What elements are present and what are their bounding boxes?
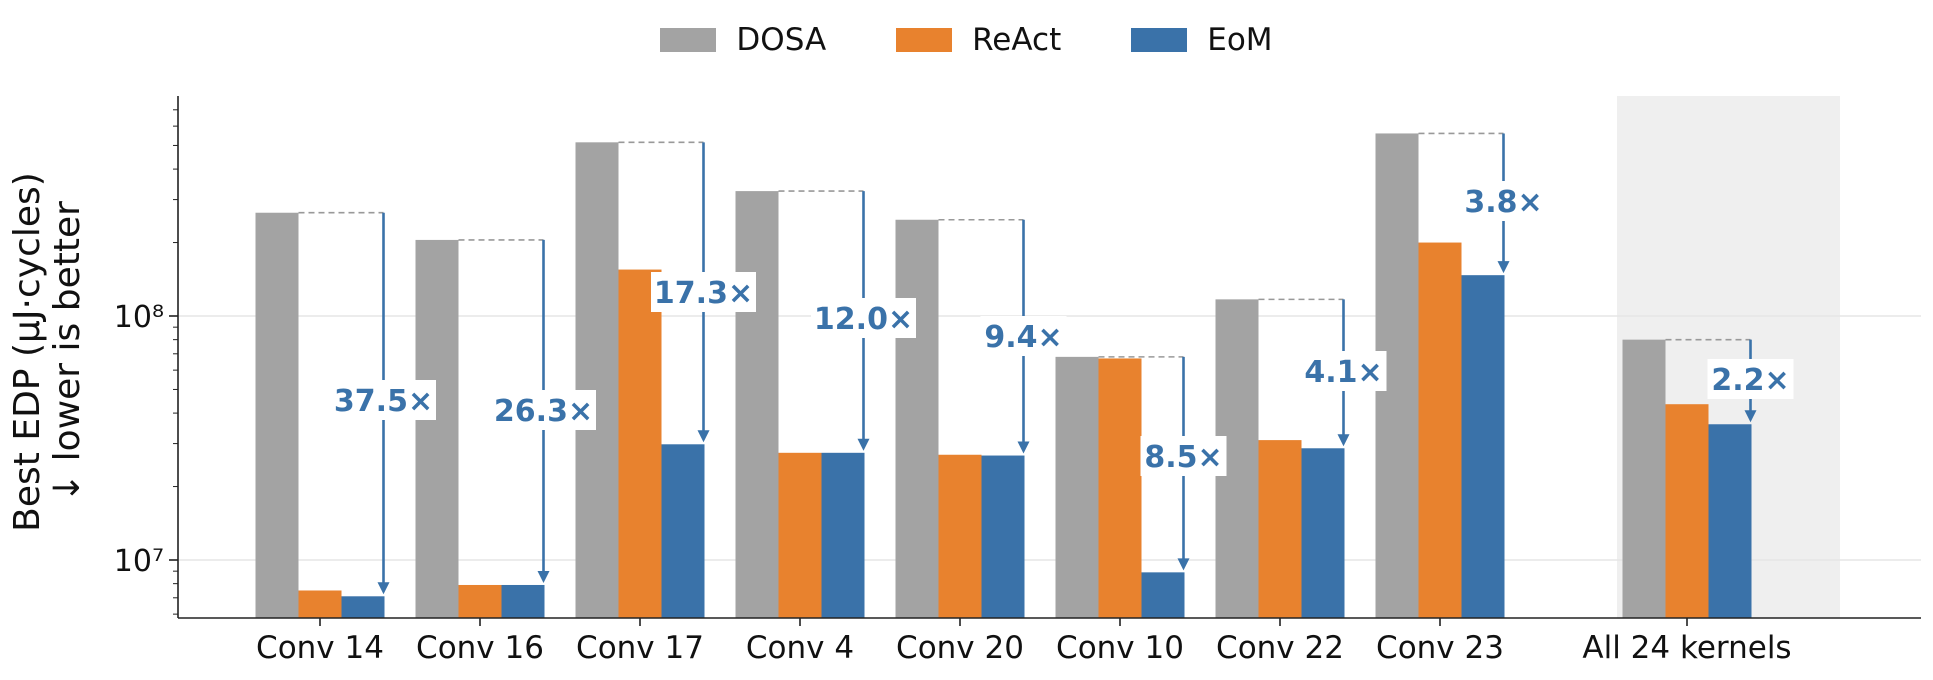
bar-eom-5 bbox=[1141, 572, 1185, 618]
bar-eom-7 bbox=[1461, 275, 1505, 618]
bar-dosa-4 bbox=[895, 219, 939, 618]
bar-dosa-2 bbox=[575, 142, 619, 618]
annotation-label-5: 8.5× bbox=[1144, 440, 1222, 475]
x-tick-label-8: All 24 kernels bbox=[1582, 630, 1791, 666]
annotation-label-4: 9.4× bbox=[984, 320, 1062, 355]
x-tick-label-1: Conv 16 bbox=[416, 630, 544, 666]
annotation-label-2: 17.3× bbox=[654, 276, 753, 311]
legend-item-dosa: DOSA bbox=[660, 22, 826, 58]
bar-eom-4 bbox=[981, 455, 1025, 618]
arrow-head-6 bbox=[1337, 434, 1350, 447]
arrow-head-5 bbox=[1177, 558, 1190, 571]
x-tick-label-3: Conv 4 bbox=[746, 630, 854, 666]
bar-dosa-3 bbox=[735, 191, 779, 618]
bar-eom-8 bbox=[1708, 424, 1752, 618]
bar-react-5 bbox=[1098, 358, 1142, 618]
bar-dosa-1 bbox=[415, 239, 459, 618]
y-tick-label-0: 10⁸ bbox=[114, 300, 164, 335]
bar-react-4 bbox=[938, 454, 982, 618]
x-tick-label-7: Conv 23 bbox=[1376, 630, 1504, 666]
annotation-label-7: 3.8× bbox=[1464, 185, 1542, 220]
bar-eom-2 bbox=[661, 444, 705, 618]
legend: DOSA ReAct EoM bbox=[0, 22, 1933, 58]
annotation-bg-6 bbox=[1300, 351, 1387, 391]
annotation-label-1: 26.3× bbox=[494, 394, 593, 429]
bar-eom-1 bbox=[501, 584, 545, 618]
legend-label-eom: EoM bbox=[1207, 22, 1273, 58]
annotation-label-8: 2.2× bbox=[1711, 363, 1789, 398]
arrow-head-1 bbox=[537, 570, 550, 583]
bar-react-1 bbox=[458, 584, 502, 618]
bar-eom-0 bbox=[341, 596, 385, 618]
legend-item-eom: EoM bbox=[1131, 22, 1273, 58]
annotation-label-3: 12.0× bbox=[814, 302, 913, 337]
x-tick-label-5: Conv 10 bbox=[1056, 630, 1184, 666]
arrow-head-4 bbox=[1017, 441, 1030, 454]
legend-label-react: ReAct bbox=[972, 22, 1062, 58]
y-tick-label-1: 10⁷ bbox=[114, 544, 164, 579]
annotation-bg-2 bbox=[651, 272, 756, 312]
x-tick-label-2: Conv 17 bbox=[576, 630, 704, 666]
legend-label-dosa: DOSA bbox=[736, 22, 827, 58]
bar-react-8 bbox=[1665, 404, 1709, 618]
annotation-bg-1 bbox=[491, 390, 596, 430]
annotation-bg-4 bbox=[980, 316, 1067, 356]
bar-react-0 bbox=[298, 590, 342, 618]
legend-swatch-dosa bbox=[660, 28, 717, 52]
arrow-head-7 bbox=[1497, 261, 1510, 274]
arrow-head-0 bbox=[377, 582, 390, 595]
legend-swatch-eom bbox=[1131, 28, 1188, 52]
annotation-bg-0 bbox=[331, 380, 436, 420]
legend-swatch-react bbox=[896, 28, 953, 52]
legend-item-react: ReAct bbox=[896, 22, 1061, 58]
bar-react-6 bbox=[1258, 440, 1302, 618]
arrow-head-2 bbox=[697, 430, 710, 443]
bar-dosa-8 bbox=[1622, 339, 1666, 618]
annotation-label-6: 4.1× bbox=[1304, 355, 1382, 390]
annotation-bg-5 bbox=[1140, 436, 1227, 476]
bar-dosa-0 bbox=[255, 212, 299, 618]
annotation-bg-7 bbox=[1460, 181, 1547, 221]
annotation-label-0: 37.5× bbox=[334, 384, 433, 419]
x-tick-label-4: Conv 20 bbox=[896, 630, 1024, 666]
annotation-bg-3 bbox=[811, 298, 916, 338]
x-tick-label-0: Conv 14 bbox=[256, 630, 384, 666]
arrow-head-8 bbox=[1744, 410, 1757, 423]
x-tick-label-6: Conv 22 bbox=[1216, 630, 1344, 666]
bar-react-3 bbox=[778, 452, 822, 618]
bar-dosa-5 bbox=[1055, 356, 1099, 618]
annotation-bg-8 bbox=[1707, 359, 1794, 399]
bar-eom-6 bbox=[1301, 448, 1345, 618]
arrow-head-3 bbox=[857, 438, 870, 451]
bar-react-7 bbox=[1418, 242, 1462, 618]
bar-react-2 bbox=[618, 269, 662, 618]
bar-eom-3 bbox=[821, 452, 865, 618]
